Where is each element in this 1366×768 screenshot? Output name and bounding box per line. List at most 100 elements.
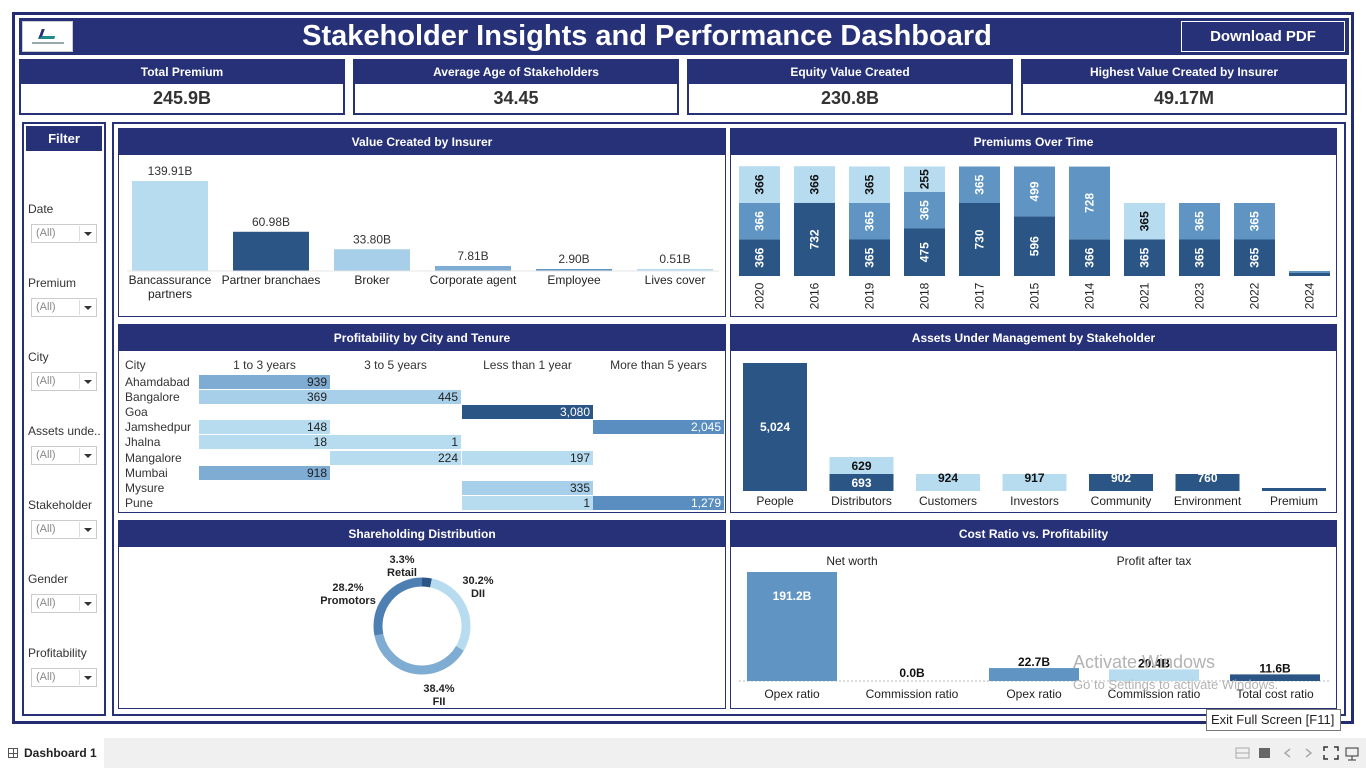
share-icon[interactable]	[1345, 747, 1359, 761]
bar-segment[interactable]	[739, 239, 780, 276]
bar-segment[interactable]	[1179, 203, 1220, 240]
charts-area	[112, 122, 1346, 716]
segment-label: 365	[863, 247, 877, 267]
bar[interactable]	[1175, 474, 1240, 491]
bar-segment[interactable]	[1289, 273, 1330, 276]
bar-segment[interactable]	[1234, 203, 1275, 240]
table-cell[interactable]: 2,045	[593, 420, 724, 435]
bar[interactable]	[1089, 474, 1153, 491]
data-label: 5,024	[760, 420, 790, 434]
filter-select-stakeholder[interactable]: (All)	[31, 520, 97, 539]
bar-segment[interactable]	[1234, 239, 1275, 277]
next-icon[interactable]	[1305, 748, 1313, 758]
previous-icon[interactable]	[1283, 748, 1291, 758]
bar[interactable]	[435, 265, 511, 271]
donut-slice[interactable]	[421, 577, 432, 588]
bar[interactable]	[132, 181, 208, 271]
bar-segment[interactable]	[959, 203, 1000, 276]
profitability-panel: Profitability by City and Tenure City 1 t…	[118, 324, 726, 513]
bar[interactable]	[637, 269, 713, 271]
bar[interactable]	[1262, 488, 1326, 491]
segment-label: 365	[863, 211, 877, 231]
filter-select-profitability[interactable]: (All)	[31, 668, 97, 687]
table-cell[interactable]: 18	[199, 435, 330, 450]
data-label: 20.4B	[1138, 656, 1170, 670]
bar-segment[interactable]	[959, 166, 1000, 204]
shareholding-donut: 3.3%Retail 30.2%DII 38.4%FII 28.2%Promotors	[320, 554, 494, 708]
filter-select-premium[interactable]: (All)	[31, 298, 97, 317]
bar-segment[interactable]	[849, 203, 890, 240]
bar-segment[interactable]	[904, 166, 945, 193]
download-pdf-button[interactable]: Download PDF	[1181, 21, 1345, 52]
bar-segment[interactable]	[849, 166, 890, 204]
donut-slice[interactable]	[374, 633, 464, 675]
donut-slice[interactable]	[373, 577, 423, 636]
table-header: 1 to 3 years	[233, 358, 296, 372]
bar-segment[interactable]	[1124, 239, 1165, 277]
bar[interactable]	[233, 231, 309, 271]
bar-segment[interactable]	[1124, 203, 1165, 240]
aum-chart: 5,024 People 693 629 Distributors 924 Customer…	[743, 363, 1326, 508]
bar-segment[interactable]	[1014, 216, 1055, 276]
bar-segment[interactable]	[829, 474, 894, 491]
panel-title: Assets Under Management by Stakeholder	[731, 325, 1336, 351]
kpi-label: Highest Value Created by Insurer	[1023, 61, 1345, 84]
kpi-equity-value: Equity Value Created 230.8B	[687, 59, 1013, 115]
table-cell[interactable]: 3,080	[462, 405, 593, 420]
tab-dashboard-1[interactable]: Dashboard 1	[0, 738, 104, 768]
grid-view-icon[interactable]	[1235, 747, 1250, 759]
bar[interactable]	[334, 249, 410, 271]
bar-segment[interactable]	[829, 457, 894, 474]
table-cell[interactable]: 918	[199, 465, 330, 480]
bar[interactable]	[536, 269, 612, 271]
bottom-tab-bar: Dashboard 1	[0, 738, 1366, 768]
donut-slice[interactable]	[429, 578, 471, 651]
premiums-over-time-panel: Premiums Over Time 366 366 366 2020 732 366 20…	[730, 128, 1337, 317]
presentation-icon[interactable]	[1259, 748, 1270, 758]
profitability-table: City 1 to 3 years 3 to 5 years Less than 1 …	[119, 351, 725, 512]
data-label: 11.6B	[1259, 661, 1291, 675]
city-label: Ahamdabad	[125, 375, 190, 389]
data-label: 0.51B	[659, 252, 690, 266]
table-cell[interactable]: 224	[330, 450, 461, 465]
filter-select-gender[interactable]: (All)	[31, 594, 97, 613]
data-label: 902	[1111, 471, 1131, 485]
fullscreen-icon[interactable]	[1323, 746, 1339, 760]
bar-segment[interactable]	[739, 166, 780, 203]
table-cell[interactable]: 1	[330, 435, 461, 450]
bar[interactable]	[1002, 474, 1067, 491]
filter-select-city[interactable]: (All)	[31, 372, 97, 391]
table-cell[interactable]: 445	[330, 390, 461, 405]
bar[interactable]	[1109, 669, 1199, 681]
table-cell[interactable]: 335	[462, 480, 593, 495]
bar[interactable]	[1230, 674, 1320, 681]
bar-segment[interactable]	[1179, 239, 1220, 277]
bar-segment[interactable]	[1014, 166, 1055, 217]
bar-segment[interactable]	[904, 228, 945, 277]
filter-select-date[interactable]: (All)	[31, 224, 97, 243]
category-label: Broker	[354, 273, 389, 287]
filter-sidebar: Filter Date (All) Premium (All) City (Al…	[22, 122, 106, 716]
table-cell[interactable]: 1,279	[593, 495, 724, 510]
table-cell[interactable]: 1	[462, 495, 593, 510]
bar-segment[interactable]	[794, 202, 835, 276]
bar-segment[interactable]	[794, 166, 835, 203]
table-cell[interactable]: 939	[199, 375, 330, 389]
bar-segment[interactable]	[739, 202, 780, 240]
bar[interactable]	[989, 668, 1079, 681]
table-cell[interactable]: 369	[199, 390, 330, 405]
bar-segment[interactable]	[1069, 166, 1110, 240]
bar[interactable]	[743, 363, 807, 491]
bar-segment[interactable]	[849, 239, 890, 277]
bar-segment[interactable]	[904, 192, 945, 229]
filter-select-assets[interactable]: (All)	[31, 446, 97, 465]
table-cell[interactable]: 148	[199, 420, 330, 435]
bar[interactable]	[747, 572, 837, 681]
filter-label-date: Date	[28, 202, 54, 216]
table-cell[interactable]: 197	[462, 450, 593, 465]
panel-title: Value Created by Insurer	[119, 129, 725, 155]
bar-segment[interactable]	[1069, 239, 1110, 276]
year-label: 2020	[753, 282, 767, 309]
bar[interactable]	[916, 474, 980, 491]
year-label: 2024	[1303, 282, 1317, 309]
